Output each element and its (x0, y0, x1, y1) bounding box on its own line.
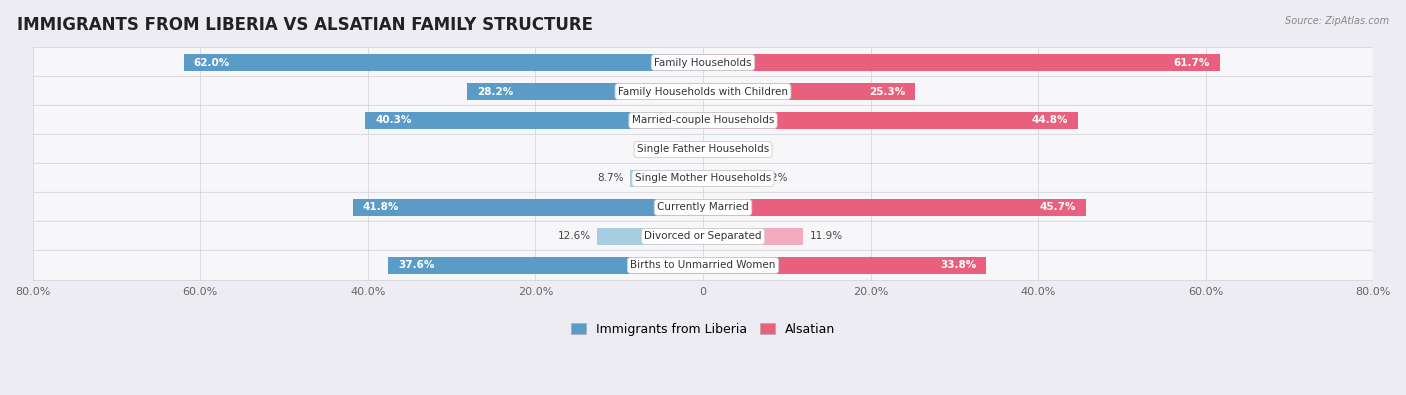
Text: Family Households: Family Households (654, 58, 752, 68)
FancyBboxPatch shape (32, 134, 1374, 165)
Text: Single Mother Households: Single Mother Households (636, 173, 770, 183)
Text: Single Father Households: Single Father Households (637, 145, 769, 154)
FancyBboxPatch shape (32, 77, 1374, 107)
Text: 2.5%: 2.5% (648, 145, 675, 154)
Text: 45.7%: 45.7% (1039, 203, 1076, 213)
Text: Source: ZipAtlas.com: Source: ZipAtlas.com (1285, 16, 1389, 26)
Text: Births to Unmarried Women: Births to Unmarried Women (630, 260, 776, 271)
Bar (703, 257, 986, 274)
FancyBboxPatch shape (32, 47, 1374, 77)
FancyBboxPatch shape (32, 164, 1374, 194)
Text: 62.0%: 62.0% (194, 58, 229, 68)
FancyBboxPatch shape (32, 192, 1374, 222)
Text: Family Households with Children: Family Households with Children (619, 87, 787, 96)
Bar (703, 141, 721, 158)
Bar (184, 54, 703, 71)
Bar (366, 112, 703, 129)
Bar (353, 199, 703, 216)
FancyBboxPatch shape (32, 221, 1374, 252)
Text: 61.7%: 61.7% (1174, 58, 1211, 68)
Text: 25.3%: 25.3% (869, 87, 905, 96)
Bar (703, 83, 915, 100)
Bar (703, 170, 755, 187)
Text: 41.8%: 41.8% (363, 203, 399, 213)
Text: 33.8%: 33.8% (939, 260, 976, 271)
Bar (703, 112, 1078, 129)
FancyBboxPatch shape (32, 250, 1374, 280)
Bar (630, 170, 703, 187)
Text: Currently Married: Currently Married (657, 203, 749, 213)
Text: 40.3%: 40.3% (375, 115, 412, 126)
Text: 37.6%: 37.6% (398, 260, 434, 271)
Text: IMMIGRANTS FROM LIBERIA VS ALSATIAN FAMILY STRUCTURE: IMMIGRANTS FROM LIBERIA VS ALSATIAN FAMI… (17, 16, 593, 34)
Bar (682, 141, 703, 158)
Text: Divorced or Separated: Divorced or Separated (644, 231, 762, 241)
Bar (703, 199, 1085, 216)
Text: 11.9%: 11.9% (810, 231, 842, 241)
Bar (703, 228, 803, 245)
FancyBboxPatch shape (32, 105, 1374, 135)
Text: 6.2%: 6.2% (762, 173, 789, 183)
Bar (388, 257, 703, 274)
Text: 2.1%: 2.1% (727, 145, 754, 154)
Legend: Immigrants from Liberia, Alsatian: Immigrants from Liberia, Alsatian (567, 318, 839, 341)
Text: 44.8%: 44.8% (1032, 115, 1069, 126)
Text: 28.2%: 28.2% (477, 87, 513, 96)
Text: 12.6%: 12.6% (558, 231, 591, 241)
Text: Married-couple Households: Married-couple Households (631, 115, 775, 126)
Bar (467, 83, 703, 100)
Bar (598, 228, 703, 245)
Text: 8.7%: 8.7% (598, 173, 623, 183)
Bar (703, 54, 1220, 71)
